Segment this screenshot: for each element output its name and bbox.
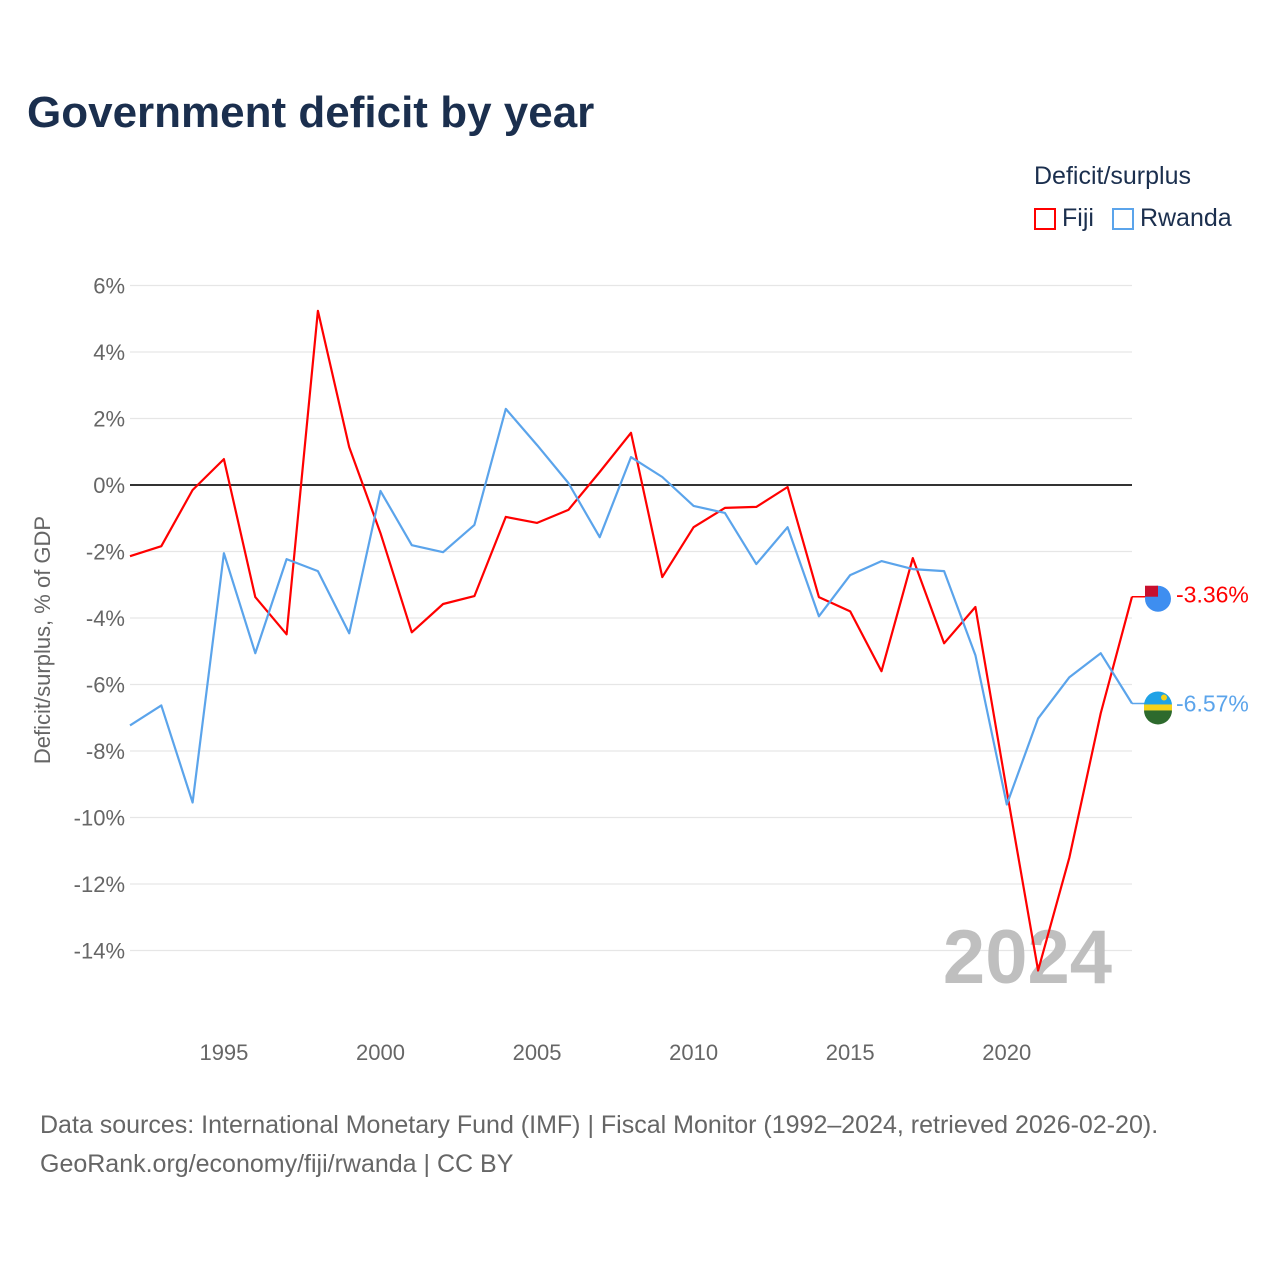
data-source: Data sources: International Monetary Fun… <box>40 1111 1159 1139</box>
source-link[interactable]: GeoRank.org/economy/fiji/rwanda | CC BY <box>40 1150 514 1178</box>
year-watermark: 2024 <box>943 915 1112 1000</box>
x-tick-label: 1995 <box>199 1040 248 1065</box>
legend-label-rwanda: Rwanda <box>1139 204 1232 232</box>
x-tick-label: 2020 <box>982 1040 1031 1065</box>
y-tick-label: -6% <box>86 673 125 698</box>
legend-swatch-fiji <box>1034 207 1056 230</box>
y-tick-label: -10% <box>74 806 125 831</box>
legend-item-rwanda[interactable]: Rwanda <box>1111 204 1232 233</box>
legend-item-fiji[interactable]: Fiji <box>1034 204 1094 233</box>
fiji-flag-canton <box>1145 585 1158 597</box>
y-tick-label: -12% <box>74 872 125 897</box>
footer: Data sources: International Monetary Fun… <box>40 1106 1158 1184</box>
legend-swatch-rwanda <box>1111 207 1134 230</box>
series-line-rwanda <box>129 407 1133 806</box>
y-tick-label: 0% <box>93 473 125 498</box>
series-line-fiji <box>129 309 1134 972</box>
x-tick-label: 2005 <box>513 1040 562 1065</box>
y-axis-label: Deficit/surplus, % of GDP <box>30 516 55 764</box>
x-tick-label: 2015 <box>826 1040 875 1065</box>
page-title: Government deficit by year <box>27 88 595 137</box>
legend: Fiji Rwanda <box>1034 204 1232 233</box>
rwanda-flag-green <box>1144 710 1172 725</box>
x-tick-label: 2000 <box>356 1040 405 1065</box>
y-tick-label: -2% <box>86 540 125 565</box>
y-tick-label: 4% <box>93 340 125 365</box>
rwanda-flag-sun <box>1161 694 1167 701</box>
y-tick-label: 2% <box>93 407 125 432</box>
end-label-fiji: -3.36% <box>1176 582 1249 608</box>
end-label-rwanda: -6.57% <box>1176 690 1249 716</box>
y-tick-label: -8% <box>86 739 125 764</box>
y-tick-label: 6% <box>93 274 125 299</box>
legend-label-fiji: Fiji <box>1062 204 1094 232</box>
legend-title: Deficit/surplus <box>1034 162 1191 190</box>
y-tick-label: -14% <box>74 939 125 964</box>
rwanda-flag-stripe <box>1144 704 1172 711</box>
y-tick-label: -4% <box>86 606 125 631</box>
x-tick-label: 2010 <box>669 1040 718 1065</box>
